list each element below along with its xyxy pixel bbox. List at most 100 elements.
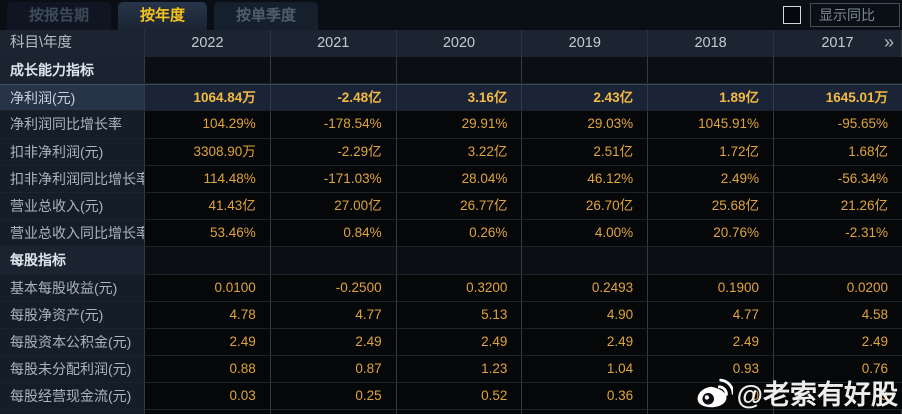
header-year-2022[interactable]: 2022	[145, 30, 271, 57]
row-label: 每股净资产(元)	[0, 301, 145, 329]
cell-value: 3308.90万	[145, 138, 271, 166]
show-yoy-checkbox[interactable]	[783, 6, 801, 24]
tab-by-report-period[interactable]: 按报告期	[7, 2, 112, 30]
header-year-2018[interactable]: 2018	[648, 30, 774, 57]
row-label: 基本每股收益(元)	[0, 274, 145, 302]
cell-value: -171.03%	[270, 165, 397, 193]
cell-value: 2.49	[145, 328, 271, 357]
row-label: 成长能力指标	[0, 57, 145, 85]
cell-value	[270, 247, 397, 275]
row-label: 每股经营现金流(元)	[0, 383, 145, 411]
table-row[interactable]: 净利润同比增长率 104.29% -178.54% 29.91% 29.03% 1045.…	[0, 111, 902, 139]
period-tabbar: 按报告期 按年度 按单季度 显示同比	[0, 0, 902, 30]
cell-value: 21.26亿	[773, 192, 902, 221]
table-row[interactable]: 营业总收入同比增长率 53.46% 0.84% 0.26% 4.00% 20.76% -2.…	[0, 220, 902, 248]
cell-value: 25.68亿	[648, 192, 774, 221]
cell-value: 0.0100	[145, 274, 271, 302]
cell-value: 28.04%	[396, 165, 523, 193]
row-label: 每股资本公积金(元)	[0, 328, 145, 357]
cell-value: 2.49	[648, 328, 774, 357]
yoy-controls: 显示同比	[783, 0, 902, 30]
clipped-next-row	[0, 410, 902, 414]
header-year-2021[interactable]: 2021	[271, 30, 397, 57]
table-row[interactable]: 扣非净利润同比增长率 114.48% -171.03% 28.04% 46.12% 2.4…	[0, 165, 902, 193]
cell-value	[648, 247, 774, 275]
table-row[interactable]: 营业总收入(元) 41.43亿 27.00亿 26.77亿 26.70亿 25.68亿 21…	[0, 192, 902, 221]
cell-value: 2.51亿	[522, 138, 649, 166]
cell-value: 29.91%	[396, 111, 523, 139]
cell-value: 27.00亿	[270, 192, 397, 221]
cell-value: 0.03	[145, 383, 271, 411]
cell-value: 104.29%	[145, 111, 271, 139]
cell-value: 1045.91%	[648, 111, 774, 139]
table-row[interactable]: 每股资本公积金(元) 2.49 2.49 2.49 2.49 2.49 2.49	[0, 328, 902, 357]
cell-value: 2.49	[522, 328, 649, 357]
cell-value: -0.2500	[270, 274, 397, 302]
table-row[interactable]: 每股未分配利润(元) 0.88 0.87 1.23 1.04 0.93 0.76	[0, 356, 902, 384]
cell-value: 2.49	[396, 328, 523, 357]
tab-by-single-quarter[interactable]: 按单季度	[214, 2, 319, 30]
cell-value: 2.49	[773, 328, 902, 357]
cell-value	[522, 247, 649, 275]
cell-value: 4.78	[145, 301, 271, 329]
table-row[interactable]: 每股净资产(元) 4.78 4.77 5.13 4.90 4.77 4.58	[0, 301, 902, 329]
cell-value	[648, 57, 774, 85]
cell-value	[145, 247, 271, 275]
cell-value: -56.34%	[773, 165, 902, 193]
row-label: 营业总收入同比增长率	[0, 220, 145, 248]
section-row[interactable]: 成长能力指标	[0, 57, 902, 85]
cell-value: 0.93	[648, 356, 774, 384]
table-row[interactable]: 扣非净利润(元) 3308.90万 -2.29亿 3.22亿 2.51亿 1.72亿 1.6…	[0, 138, 902, 166]
tab-by-year[interactable]: 按年度	[118, 2, 208, 30]
cell-value: 3.16亿	[396, 84, 523, 112]
cell-value: 0.87	[270, 356, 397, 384]
more-years-icon[interactable]: »	[883, 32, 894, 52]
table-body: 成长能力指标 净利润(元) 1064.84万 -2.48亿 3.16亿 2.43亿 1.89…	[0, 57, 902, 411]
cell-value: 46.12%	[522, 165, 649, 193]
cell-value: 26.70亿	[522, 192, 649, 221]
cell-value: 0.84%	[270, 220, 397, 248]
table-row[interactable]: 每股经营现金流(元) 0.03 0.25 0.52 0.36 0 9	[0, 383, 902, 411]
header-subject-year: 科目\年度	[0, 30, 145, 57]
table-header-row: 科目\年度 2022 2021 2020 2019 2018 2017 »	[0, 30, 902, 57]
row-label: 扣非净利润(元)	[0, 138, 145, 166]
cell-value	[396, 247, 523, 275]
cell-value: 41.43亿	[145, 192, 271, 221]
cell-value: 5.13	[396, 301, 523, 329]
cell-value: 1.04	[522, 356, 649, 384]
cell-value	[522, 57, 649, 85]
cell-value: 4.90	[522, 301, 649, 329]
cell-value: 9	[773, 383, 902, 411]
cell-value: 1645.01万	[773, 84, 902, 112]
cell-value: 4.58	[773, 301, 902, 329]
cell-value: -178.54%	[270, 111, 397, 139]
cell-value	[773, 57, 902, 85]
cell-value: -2.48亿	[270, 84, 397, 112]
cell-value: 26.77亿	[396, 192, 523, 221]
cell-value: -95.65%	[773, 111, 902, 139]
header-year-2020[interactable]: 2020	[397, 30, 523, 57]
cell-value: 0.76	[773, 356, 902, 384]
cell-value: 0.0200	[773, 274, 902, 302]
table-row[interactable]: 净利润(元) 1064.84万 -2.48亿 3.16亿 2.43亿 1.89亿 1645.…	[0, 84, 902, 112]
cell-value: 2.49	[270, 328, 397, 357]
show-yoy-button[interactable]: 显示同比	[810, 3, 900, 27]
cell-value: 0.52	[396, 383, 523, 411]
cell-value: 0.2493	[522, 274, 649, 302]
cell-value: 29.03%	[522, 111, 649, 139]
header-year-2017[interactable]: 2017	[774, 30, 902, 57]
cell-value: 4.77	[270, 301, 397, 329]
header-year-2019[interactable]: 2019	[522, 30, 649, 57]
cell-value: 1064.84万	[145, 84, 271, 112]
table-row[interactable]: 基本每股收益(元) 0.0100 -0.2500 0.3200 0.2493 0.1900…	[0, 274, 902, 302]
row-label: 营业总收入(元)	[0, 192, 145, 221]
cell-value: 0.1900	[648, 274, 774, 302]
cell-value: 1.23	[396, 356, 523, 384]
cell-value: 1.68亿	[773, 138, 902, 166]
cell-value: 4.77	[648, 301, 774, 329]
cell-value	[396, 57, 523, 85]
cell-value: 0.88	[145, 356, 271, 384]
section-row[interactable]: 每股指标	[0, 247, 902, 275]
cell-value: 20.76%	[648, 220, 774, 248]
